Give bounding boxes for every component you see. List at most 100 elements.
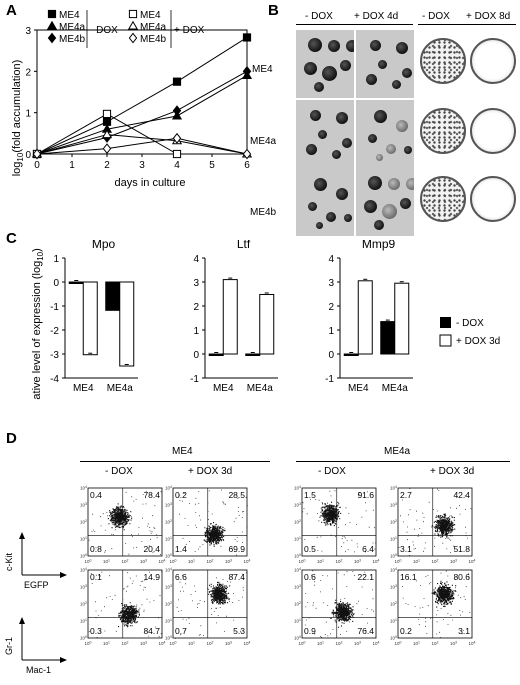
y-decade-label: 101	[294, 536, 301, 542]
x-decade-label: 103	[140, 641, 147, 647]
quadrant-ur-value: 14.9	[143, 572, 160, 582]
cell-colony	[406, 178, 414, 190]
x-decade-label: 104	[373, 641, 380, 647]
y-tick-label: 0	[25, 150, 31, 161]
quadrant-lr-value: 76.4	[357, 626, 374, 636]
y-decade-label: 102	[80, 519, 87, 525]
y-decade-label: 104	[390, 485, 397, 491]
y-decade-label: 102	[390, 519, 397, 525]
quadrant-ll-value: 0.5	[304, 544, 316, 554]
legend-marker	[47, 32, 57, 44]
y-tick-label: 1	[193, 326, 199, 337]
quadrant-ul-value: 0.4	[90, 490, 102, 500]
y-tick-label: -2	[50, 326, 59, 337]
panel-b-row-me4b: ME4b	[250, 207, 277, 218]
x-decade-label: 103	[225, 559, 232, 565]
panel-letter-d: D	[6, 430, 17, 447]
quadrant-lr-value: 3.1	[458, 626, 470, 636]
x-decade-label: 100	[395, 559, 402, 565]
y-decade-label: 104	[165, 485, 172, 491]
x-decade-label: 101	[188, 559, 195, 565]
cell-colony	[368, 176, 382, 190]
y-tick-label: -1	[325, 374, 334, 385]
x-decade-label: 104	[159, 559, 166, 565]
x-decade-label: 100	[395, 641, 402, 647]
y-tick-label: 2	[25, 67, 31, 78]
cell-colony	[308, 202, 317, 211]
series-line-1	[36, 75, 248, 155]
y-decade-label: 103	[80, 502, 87, 508]
legend-item-label: ME4b	[59, 34, 86, 45]
category-label: ME4	[348, 383, 369, 394]
x-decade-label: 103	[140, 559, 147, 565]
quadrant-ur-value: 22.1	[357, 572, 374, 582]
x-decade-label: 101	[413, 559, 420, 565]
panel-a-line-chart: 0 1 2 3 4 5 6 0 1 2 3 log10(fold accumulation) day…	[11, 9, 253, 189]
y-decade-label: 100	[165, 635, 172, 641]
quadrant-ur-value: 80.6	[453, 572, 470, 582]
x-decade-label: 102	[122, 559, 129, 565]
legend-marker	[47, 9, 57, 19]
x-decade-label: 104	[469, 641, 476, 647]
legend-item-label: ME4	[140, 10, 161, 21]
y-decade-label: 103	[390, 502, 397, 508]
x-decade-label: 101	[188, 641, 195, 647]
bar	[222, 279, 238, 355]
data-point	[102, 143, 112, 155]
quadrant-ul-value: 6.6	[175, 572, 187, 582]
legend-item-label: ME4a	[140, 22, 167, 33]
culture-dish-r2-c1	[420, 108, 466, 154]
y-decade-label: 101	[80, 618, 87, 624]
y-decade-label: 103	[165, 502, 172, 508]
cell-colony	[318, 130, 327, 139]
legend-plus-dox: + DOX	[174, 25, 205, 36]
panel-b-row-me4a: ME4a	[250, 136, 277, 147]
x-tick-label: 4	[174, 160, 180, 171]
cell-colony	[396, 120, 408, 132]
quadrant-ll-value: 0.8	[90, 544, 102, 554]
quadrant-ur-value: 91.6	[357, 490, 374, 500]
x-decade-label: 101	[103, 641, 110, 647]
bar	[259, 293, 275, 355]
legend-marker	[128, 32, 138, 44]
flow-plot-frame	[172, 569, 248, 639]
legend-item-label: ME4a	[59, 22, 86, 33]
cell-colony	[396, 42, 408, 54]
culture-dish-r3-c1	[420, 176, 466, 222]
x-decade-label: 103	[354, 641, 361, 647]
cell-colony	[392, 80, 401, 89]
event-dots	[302, 490, 376, 553]
y-decade-label: 104	[294, 567, 301, 573]
y-decade-label: 102	[294, 519, 301, 525]
data-point	[102, 109, 112, 119]
cell-colony	[328, 40, 340, 52]
bar	[343, 353, 359, 356]
flow-plot-frame	[397, 569, 473, 639]
bar	[82, 281, 98, 356]
legend-plus-label: + DOX 3d	[456, 336, 500, 347]
y-decade-label: 103	[390, 584, 397, 590]
data-point	[172, 105, 182, 117]
x-decade-label: 101	[103, 559, 110, 565]
data-point	[172, 149, 182, 159]
category-label: ME4	[213, 383, 234, 394]
cell-colony	[376, 154, 383, 161]
panel-d-group-me4: ME4	[172, 446, 193, 457]
micrograph-r1-c2	[356, 30, 414, 98]
legend-minus-dox: - DOX	[90, 25, 118, 36]
x-decade-label: 100	[170, 559, 177, 565]
quadrant-ll-value: 3.1	[400, 544, 412, 554]
legend-minus-label: - DOX	[456, 318, 484, 329]
panel-d-col-3: - DOX	[318, 466, 346, 477]
panel-letter-b: B	[268, 2, 279, 19]
series-line-0	[36, 37, 248, 155]
cell-colony	[314, 178, 327, 191]
category-label: ME4a	[382, 383, 409, 394]
bar	[119, 281, 135, 367]
cell-colony	[386, 144, 396, 154]
x-decade-label: 100	[85, 641, 92, 647]
cell-colony	[370, 40, 381, 51]
